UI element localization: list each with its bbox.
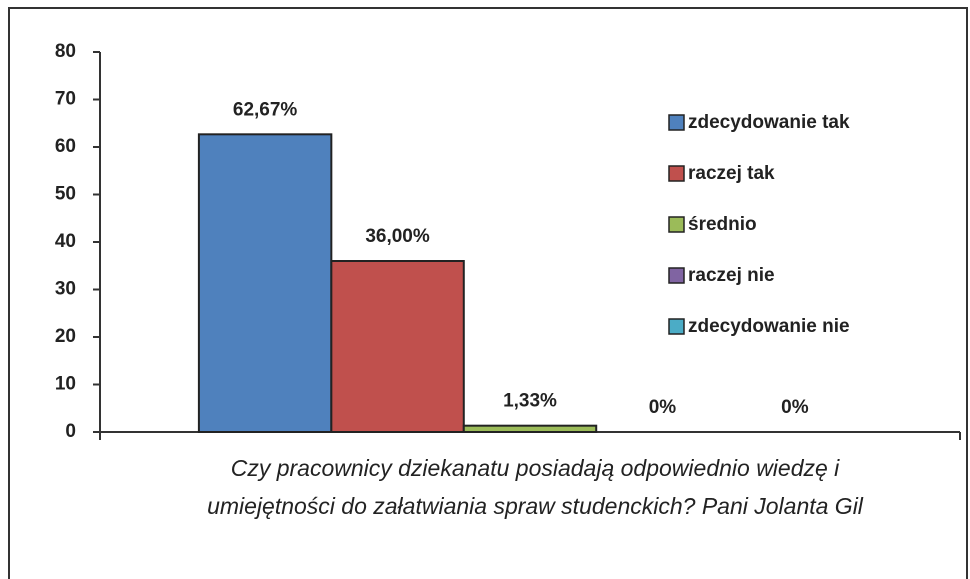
data-label: 1,33%: [503, 391, 557, 412]
data-label: 0%: [781, 397, 809, 418]
legend-label: raczej tak: [688, 163, 775, 184]
y-tick-label: 0: [65, 421, 76, 442]
legend-label: zdecydowanie nie: [688, 316, 850, 337]
y-tick-label: 10: [55, 374, 76, 395]
bar: [462, 424, 598, 433]
legend-swatch: [668, 165, 685, 182]
y-tick-label: 60: [55, 136, 76, 157]
legend-swatch: [668, 114, 685, 131]
legend-label: średnio: [688, 214, 757, 235]
y-tick-label: 30: [55, 279, 76, 300]
data-label: 62,67%: [233, 99, 298, 120]
y-tick-label: 80: [55, 41, 76, 62]
x-axis-title: umiejętności do załatwiania spraw studen…: [207, 493, 864, 519]
y-tick-label: 50: [55, 184, 76, 205]
legend-swatch: [668, 216, 685, 233]
legend-swatch: [668, 267, 685, 284]
legend-swatch: [668, 318, 685, 335]
bar: [197, 133, 333, 433]
data-label: 36,00%: [365, 226, 430, 247]
x-axis-title: Czy pracownicy dziekanatu posiadają odpo…: [231, 455, 840, 481]
y-tick-label: 40: [55, 231, 76, 252]
y-tick-label: 20: [55, 326, 76, 347]
bar: [330, 260, 465, 433]
chart-frame: [8, 7, 968, 579]
y-tick-label: 70: [55, 89, 76, 110]
legend-label: zdecydowanie tak: [688, 112, 850, 133]
data-label: 0%: [649, 397, 677, 418]
legend-label: raczej nie: [688, 265, 775, 286]
